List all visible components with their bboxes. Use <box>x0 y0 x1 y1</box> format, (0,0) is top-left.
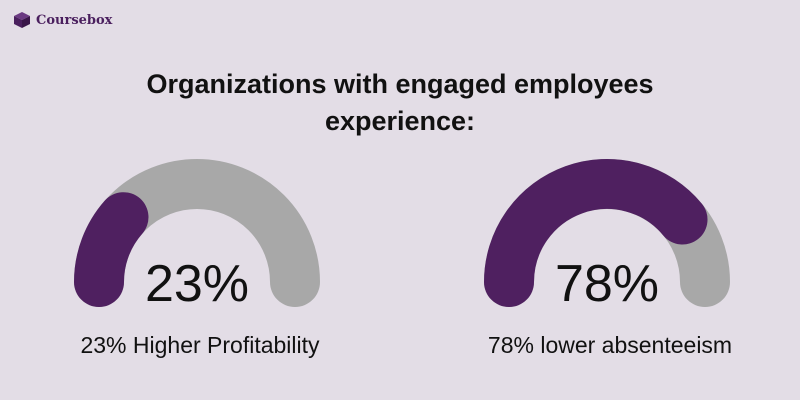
gauge-fill <box>484 159 708 307</box>
gauge-value-label: 78% <box>554 255 660 313</box>
brand-name: Coursebox <box>36 12 113 28</box>
page-title-line-1: Organizations with engaged employees <box>146 69 654 99</box>
box-icon <box>14 12 30 28</box>
page-title-line-2: experience: <box>324 106 476 136</box>
gauge-value-label: 23% <box>144 255 250 313</box>
gauge-fill <box>74 192 149 307</box>
gauge-caption: 78% lower absenteeism <box>487 332 733 358</box>
gauge-caption: 23% Higher Profitability <box>80 332 320 358</box>
brand-logo: Coursebox <box>12 10 112 30</box>
gauge-absenteeism <box>484 159 730 307</box>
page-title: Organizations with engaged employees exp… <box>0 66 800 140</box>
gauge-profitability <box>74 159 320 307</box>
